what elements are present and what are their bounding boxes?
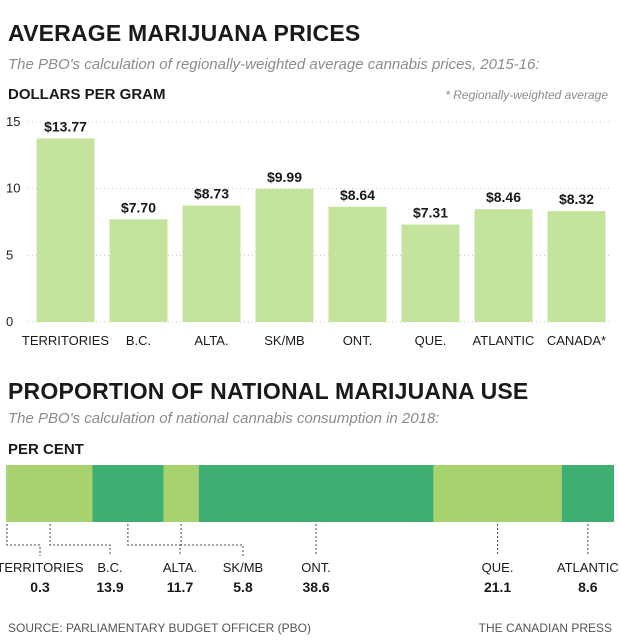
bar-value-label: $8.46 (486, 189, 521, 205)
bar (36, 138, 95, 322)
y-tick-label: 10 (6, 181, 20, 196)
x-tick-label: CANADA* (547, 333, 606, 348)
bar (328, 206, 387, 322)
segment-name-label: ALTA. (163, 560, 197, 575)
share-segment (163, 465, 199, 522)
usage-unit-label: PER CENT (8, 441, 84, 458)
bar (474, 209, 533, 322)
usage-title: PROPORTION OF NATIONAL MARIJUANA USE (8, 378, 529, 404)
x-tick-label: QUE. (415, 333, 447, 348)
y-tick-label: 15 (6, 114, 20, 129)
leader-line (6, 524, 41, 556)
bar-value-label: $7.31 (413, 205, 448, 221)
bar (401, 224, 460, 322)
share-segment (198, 465, 434, 522)
share-segment (6, 465, 8, 522)
segment-name-label: ATLANTIC (557, 560, 619, 575)
segment-value-label: 38.6 (302, 579, 329, 595)
share-segment (92, 465, 164, 522)
bar (255, 188, 314, 322)
x-tick-label: TERRITORIES (22, 333, 109, 348)
y-tick-label: 0 (6, 314, 13, 329)
prices-subtitle: The PBO's calculation of regionally-weig… (8, 56, 540, 73)
x-tick-label: B.C. (126, 333, 151, 348)
bar (182, 205, 241, 322)
bar-value-label: $7.70 (121, 199, 156, 215)
price-bar-chart: 0 5 10 15 $13.77 TERRITORIES $7.70 B.C. $8.73 ALT… (6, 114, 612, 348)
segment-value-label: 11.7 (167, 579, 194, 595)
leader-line (127, 524, 181, 556)
bar-value-label: $13.77 (44, 118, 87, 134)
segment-name-label: SK/MB (223, 560, 263, 575)
leader-line (180, 524, 244, 556)
segment-name-label: B.C. (97, 560, 122, 575)
bar-value-label: $8.64 (340, 187, 375, 203)
bar-value-label: $8.73 (194, 186, 229, 202)
bar (109, 219, 168, 322)
prices-note: * Regionally-weighted average (445, 88, 608, 102)
share-segment (433, 465, 562, 522)
segment-value-label: 5.8 (233, 579, 253, 595)
bar (547, 211, 606, 322)
segment-name-label: ONT. (301, 560, 331, 575)
share-segment (561, 465, 614, 522)
prices-unit-label: DOLLARS PER GRAM (8, 86, 166, 103)
prices-title: AVERAGE MARIJUANA PRICES (8, 20, 361, 46)
credit-note: THE CANADIAN PRESS (478, 621, 612, 635)
segment-name-label: TERRITORIES (0, 560, 84, 575)
x-tick-label: ALTA. (194, 333, 228, 348)
segment-name-label: QUE. (482, 560, 514, 575)
segment-value-label: 0.3 (30, 579, 50, 595)
bar-value-label: $9.99 (267, 169, 302, 185)
segment-value-label: 8.6 (578, 579, 598, 595)
leader-line (49, 524, 111, 556)
x-tick-label: ONT. (343, 333, 373, 348)
x-tick-label: ATLANTIC (473, 333, 535, 348)
segment-value-label: 21.1 (484, 579, 511, 595)
usage-stacked-bar: TERRITORIES 0.3 B.C. 13.9 ALTA. 11.7 SK/MB 5.8 O… (0, 465, 619, 595)
share-segment (7, 465, 93, 522)
usage-subtitle: The PBO's calculation of national cannab… (8, 410, 440, 427)
bar-value-label: $8.32 (559, 191, 594, 207)
y-tick-label: 5 (6, 247, 13, 262)
source-note: SOURCE: PARLIAMENTARY BUDGET OFFICER (PB… (8, 621, 311, 635)
segment-value-label: 13.9 (96, 579, 123, 595)
x-tick-label: SK/MB (264, 333, 304, 348)
